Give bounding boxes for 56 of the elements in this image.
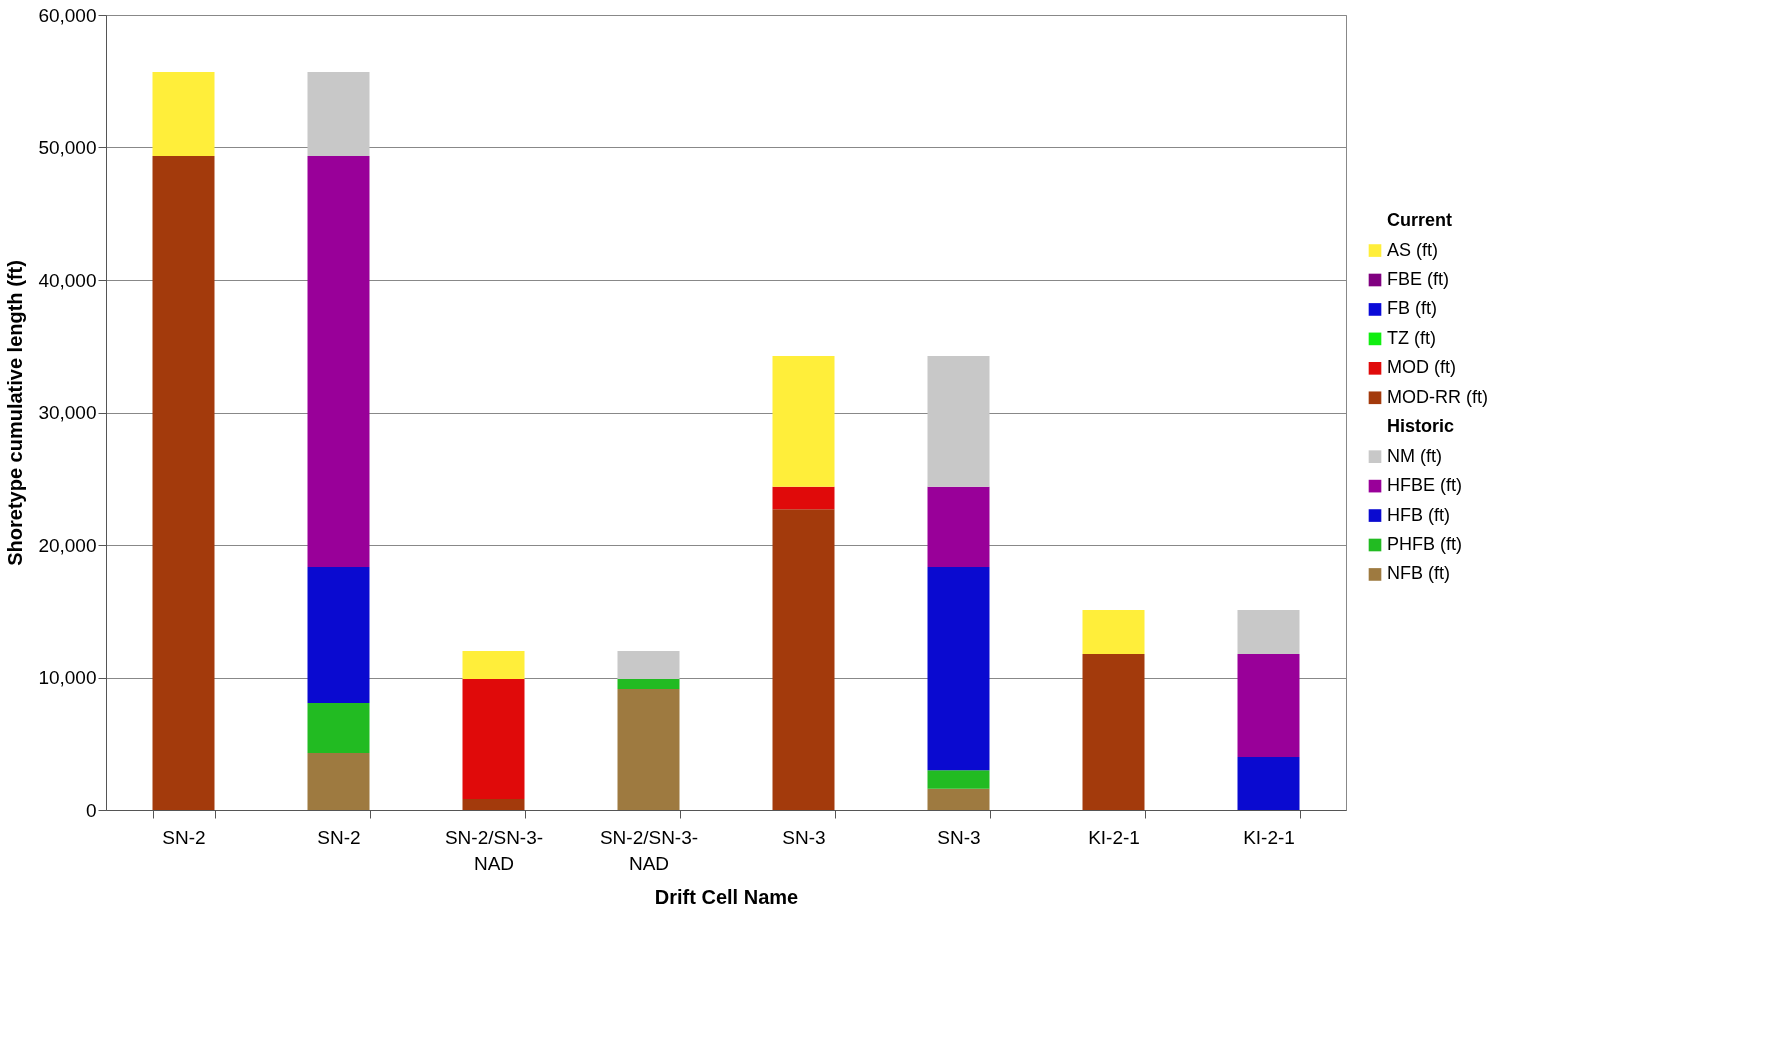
bar bbox=[1082, 654, 1145, 810]
bar bbox=[927, 788, 990, 810]
bar bbox=[927, 770, 990, 789]
bar bbox=[307, 753, 370, 810]
bar bbox=[1237, 609, 1300, 655]
bar bbox=[617, 678, 680, 690]
bar bbox=[152, 156, 215, 810]
bar bbox=[772, 356, 835, 487]
x-tick-label: SN-3 bbox=[782, 826, 826, 848]
x-axis-title: Drift Cell Name bbox=[654, 885, 799, 908]
x-tick-label: KI-2-1 bbox=[1088, 826, 1140, 848]
bar bbox=[772, 509, 835, 810]
legend-label: MOD (ft) bbox=[1387, 357, 1456, 378]
bar bbox=[462, 651, 525, 679]
bar bbox=[152, 71, 215, 157]
bar bbox=[1237, 654, 1300, 757]
y-axis-title: Shoretype cumulative length (ft) bbox=[4, 260, 27, 566]
legend-title: Current bbox=[1387, 210, 1453, 231]
legend-label: FB (ft) bbox=[1387, 298, 1437, 319]
legend-label: PHFB (ft) bbox=[1387, 534, 1462, 554]
legend-label: HFBE (ft) bbox=[1387, 475, 1462, 496]
bar bbox=[307, 567, 370, 703]
legend-label: HFB (ft) bbox=[1387, 504, 1450, 525]
y-tick-label: 40,000 bbox=[38, 269, 97, 291]
legend-label: NM (ft) bbox=[1387, 445, 1442, 466]
x-tick-label: SN-2 bbox=[317, 826, 361, 848]
y-tick-label: 20,000 bbox=[38, 534, 97, 556]
y-tick-label: 10,000 bbox=[38, 667, 97, 688]
y-tick-label: 60,000 bbox=[38, 4, 97, 26]
x-tick-label: SN-3 bbox=[937, 826, 981, 848]
bar bbox=[307, 71, 370, 156]
y-tick-label: 30,000 bbox=[38, 402, 97, 423]
bar bbox=[617, 689, 680, 810]
bar bbox=[772, 486, 835, 510]
legend-label: MOD-RR (ft) bbox=[1387, 386, 1488, 407]
legend-label: AS (ft) bbox=[1387, 239, 1439, 260]
x-tick-label: SN-2/SN-3-NAD bbox=[599, 826, 699, 874]
bar bbox=[462, 678, 525, 799]
bar bbox=[1237, 757, 1300, 810]
bar bbox=[927, 567, 990, 771]
y-tick-label: 0 bbox=[85, 799, 97, 821]
text: Historic bbox=[1387, 416, 1455, 437]
bar bbox=[307, 155, 370, 567]
bar bbox=[927, 356, 990, 487]
legend-label: NFB (ft) bbox=[1387, 563, 1450, 584]
bar bbox=[927, 486, 990, 567]
bar bbox=[307, 702, 370, 754]
legend-label: TZ (ft) bbox=[1387, 327, 1436, 348]
bar bbox=[1082, 609, 1145, 655]
x-tick-label: SN-2/SN-3-NAD bbox=[444, 826, 544, 874]
bar bbox=[617, 651, 680, 679]
legend-label: FBE (ft) bbox=[1387, 269, 1449, 289]
bar bbox=[462, 799, 525, 810]
x-tick-label: KI-2-1 bbox=[1243, 826, 1295, 848]
y-tick-label: 50,000 bbox=[38, 137, 97, 158]
x-tick-label: SN-2 bbox=[162, 826, 206, 848]
